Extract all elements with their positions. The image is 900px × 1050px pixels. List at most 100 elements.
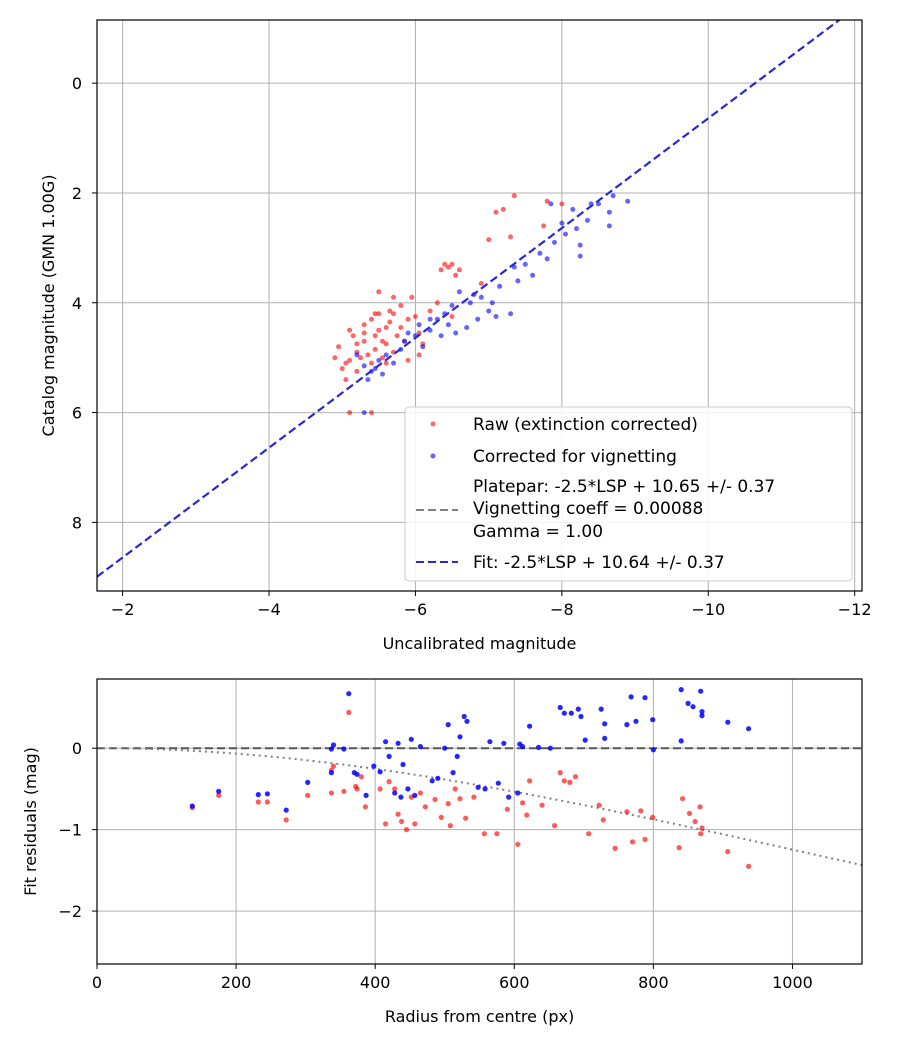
bottom-x-tick-label: 0	[92, 973, 102, 992]
raw-point	[478, 281, 484, 286]
corrected-residual-point	[405, 786, 411, 792]
raw-point	[365, 352, 371, 358]
corrected-point	[402, 338, 407, 344]
raw-residual-point	[638, 808, 644, 814]
corrected-residual-point	[454, 753, 460, 760]
raw-residual-point	[395, 811, 401, 817]
raw-residual-point	[362, 804, 368, 810]
corrected-residual-point	[328, 770, 334, 776]
corrected-point	[606, 209, 612, 215]
top-y-tick-label: 0	[72, 74, 82, 93]
corrected-residual-point	[642, 695, 648, 701]
corrected-point	[365, 377, 371, 383]
raw-point	[493, 209, 499, 215]
top-axes-frame	[96, 19, 863, 592]
raw-residual-point	[746, 863, 752, 869]
corrected-point	[522, 261, 528, 267]
legend-fit-label: Fit: -2.5*LSP + 10.64 +/- 0.37	[473, 553, 725, 573]
raw-point	[405, 316, 411, 322]
raw-point	[376, 311, 382, 317]
raw-point	[445, 264, 451, 270]
corrected-residual-point	[435, 775, 441, 781]
corrected-residual-point	[371, 763, 377, 769]
corrected-residual-point	[475, 784, 481, 790]
corrected-residual-point	[464, 718, 470, 724]
raw-point	[559, 201, 565, 207]
raw-residual-point	[452, 786, 458, 792]
top-x-tick-label: −2	[111, 600, 135, 619]
raw-residual-point	[305, 792, 311, 799]
raw-point	[347, 327, 353, 333]
corrected-residual-point	[536, 744, 542, 751]
corrected-point	[361, 363, 367, 369]
raw-point	[354, 341, 360, 347]
corrected-residual-point	[557, 704, 563, 711]
corrected-residual-point	[457, 734, 463, 740]
raw-residual-point	[596, 802, 602, 808]
raw-point	[387, 319, 393, 325]
corrected-point	[475, 316, 481, 322]
corrected-residual-point	[216, 788, 222, 795]
corrected-point	[625, 198, 631, 204]
corrected-residual-point	[568, 710, 574, 716]
corrected-residual-point	[628, 694, 634, 700]
raw-residual-point	[524, 812, 530, 818]
raw-point	[383, 325, 389, 330]
raw-point	[449, 314, 455, 319]
raw-residual-point	[354, 786, 360, 792]
raw-point	[398, 325, 404, 330]
corrected-residual-point	[501, 740, 507, 746]
top-x-tick-label: −10	[691, 600, 725, 619]
corrected-point	[548, 201, 554, 207]
raw-point	[508, 234, 514, 240]
raw-point	[394, 333, 400, 339]
raw-residual-point	[438, 814, 444, 821]
corrected-point	[445, 322, 451, 328]
raw-point	[416, 352, 422, 358]
raw-point	[544, 198, 550, 204]
vignetting-curve	[97, 747, 863, 867]
bottom-x-tick-label: 1000	[772, 973, 813, 992]
raw-residual-point	[358, 774, 364, 780]
corrected-point	[456, 289, 462, 295]
corrected-residual-point	[341, 746, 347, 752]
raw-point	[500, 206, 506, 212]
corrected-residual-point	[408, 736, 414, 742]
raw-point	[376, 327, 382, 333]
corrected-point	[574, 226, 579, 232]
raw-residual-point	[676, 845, 682, 851]
corrected-residual-point	[690, 704, 696, 710]
raw-residual-point	[403, 827, 410, 833]
raw-residual-point	[422, 804, 428, 810]
top-x-tick-label: −8	[550, 600, 574, 619]
raw-residual-point	[328, 790, 334, 796]
top-x-tick-label: −12	[838, 600, 872, 619]
raw-point	[383, 360, 389, 366]
raw-residual-point	[624, 809, 630, 815]
raw-point	[427, 308, 433, 314]
raw-residual-point	[457, 796, 463, 802]
legend-corrected-marker	[430, 453, 436, 459]
raw-point	[486, 237, 492, 243]
corrected-residual-point	[685, 700, 691, 707]
corrected-residual-point	[678, 687, 684, 693]
corrected-residual-point	[561, 710, 567, 716]
fit-line	[96, 19, 840, 578]
corrected-point	[544, 256, 550, 262]
raw-point	[332, 355, 338, 361]
corrected-point	[606, 223, 612, 229]
corrected-point	[570, 206, 576, 212]
bottom-grid	[96, 679, 862, 964]
raw-residual-point	[330, 763, 337, 769]
corrected-point	[577, 253, 583, 259]
raw-point	[541, 223, 547, 229]
raw-point	[361, 330, 367, 336]
corrected-residual-point	[264, 791, 270, 797]
raw-point	[380, 338, 385, 344]
raw-residual-point	[463, 815, 469, 821]
raw-residual-point	[445, 801, 451, 807]
corrected-point	[380, 371, 385, 377]
raw-point	[449, 261, 455, 267]
raw-point	[438, 267, 444, 273]
corrected-residual-point	[189, 803, 195, 809]
